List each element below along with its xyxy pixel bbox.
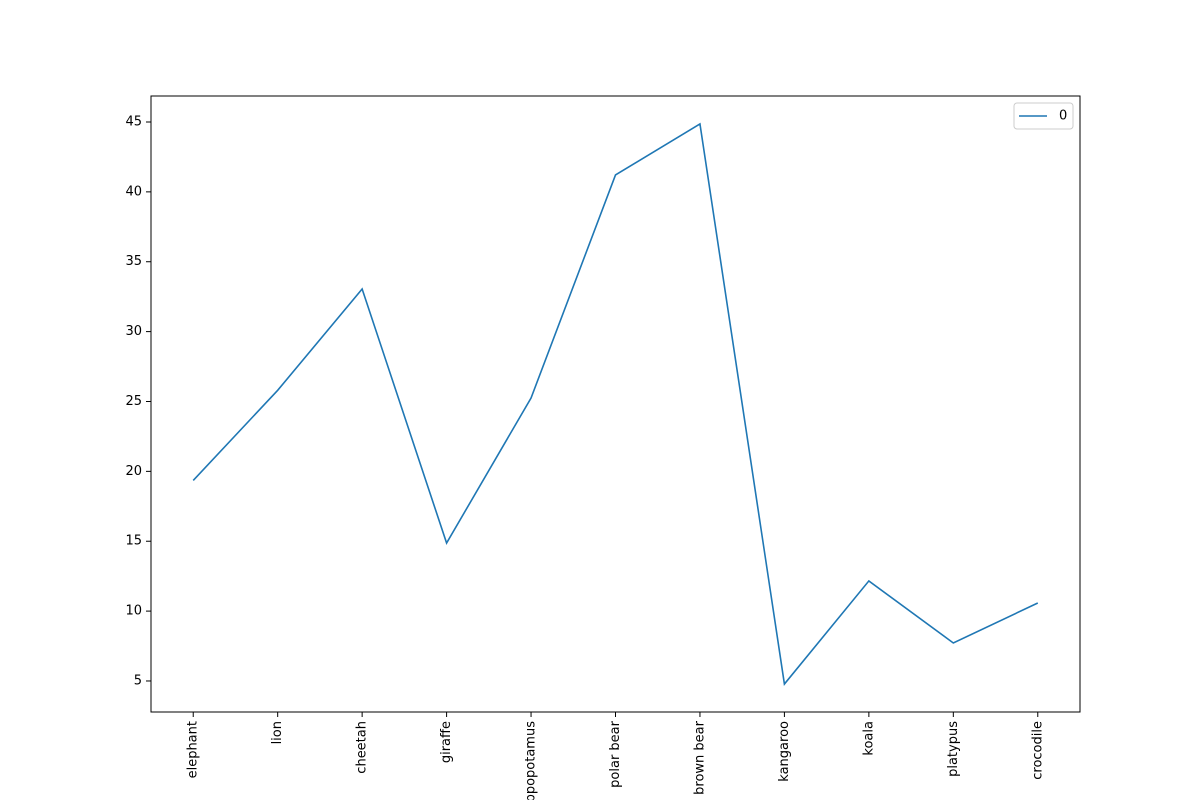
x-tick-label: polar bear <box>608 720 623 787</box>
x-tick-label: brown bear <box>692 720 707 794</box>
x-tick-label: elephant <box>186 721 201 778</box>
y-tick-label: 45 <box>125 114 142 129</box>
x-tick-label: crocodile <box>1030 721 1045 780</box>
x-tick-label: cheetah <box>355 721 370 774</box>
x-tick-label: hippopotamus <box>524 721 539 800</box>
y-tick-label: 20 <box>125 464 142 479</box>
line <box>192 122 1039 686</box>
x-tick-label: giraffe <box>439 721 454 763</box>
axes-frame <box>150 95 1081 713</box>
y-tick-label: 30 <box>125 324 142 339</box>
y-tick-label: 35 <box>125 254 142 269</box>
x-tick-label: lion <box>270 721 285 744</box>
legend-label: 0 <box>1059 109 1067 124</box>
y-tick-label: 5 <box>134 673 142 688</box>
x-tick-label: kangaroo <box>777 721 792 782</box>
x-tick-label: koala <box>861 721 876 756</box>
y-tick-label: 10 <box>125 604 142 619</box>
y-tick-label: 15 <box>125 534 142 549</box>
y-tick-label: 40 <box>125 184 142 199</box>
x-tick-label: platypus <box>946 721 961 777</box>
y-tick-label: 25 <box>125 394 142 409</box>
